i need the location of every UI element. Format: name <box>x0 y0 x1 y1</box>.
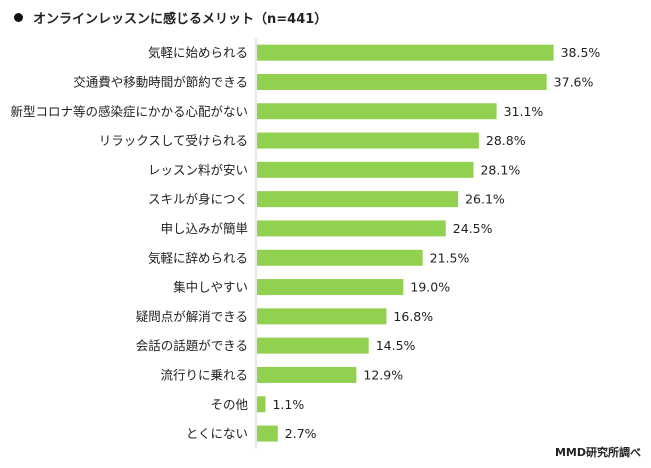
bar <box>257 161 474 178</box>
bar <box>257 366 357 383</box>
category-label: その他 <box>210 397 248 412</box>
category-label: 会話の話題ができる <box>136 338 248 353</box>
bar <box>257 220 446 237</box>
bar <box>257 191 459 208</box>
bar <box>257 44 554 61</box>
category-label: 気軽に始められる <box>148 45 248 60</box>
data-label: 19.0% <box>410 280 450 295</box>
bar <box>257 103 497 120</box>
category-label: 交通費や移動時間が節約できる <box>73 74 248 89</box>
category-label: スキルが身につく <box>148 192 248 207</box>
data-label: 28.8% <box>486 133 526 148</box>
data-label: 16.8% <box>393 309 433 324</box>
data-label: 2.7% <box>285 426 317 441</box>
bar <box>257 396 266 413</box>
data-label: 37.6% <box>554 74 594 89</box>
data-label: 1.1% <box>272 397 304 412</box>
data-label: 26.1% <box>465 192 505 207</box>
bar <box>257 425 278 442</box>
category-label: 集中しやすい <box>173 280 248 295</box>
chart-title: オンラインレッスンに感じるメリット（n=441） <box>14 8 327 27</box>
category-label: 気軽に辞められる <box>148 250 248 265</box>
bar <box>257 279 404 296</box>
data-label: 28.1% <box>480 162 520 177</box>
bar <box>257 132 479 149</box>
data-label: 24.5% <box>453 221 493 236</box>
category-label: とくにない <box>186 426 248 441</box>
data-label: 31.1% <box>504 104 544 119</box>
data-label: 21.5% <box>430 250 470 265</box>
bar <box>257 249 423 266</box>
chart-title-text: オンラインレッスンに感じるメリット（n=441） <box>33 12 328 27</box>
category-label: 疑問点が解消できる <box>136 309 248 324</box>
category-label: 新型コロナ等の感染症にかかる心配がない <box>10 104 248 119</box>
category-label: リラックスして受けられる <box>99 133 248 148</box>
category-label: 申し込みが簡単 <box>160 221 248 236</box>
data-label: 14.5% <box>376 338 416 353</box>
data-label: 12.9% <box>363 367 403 382</box>
bar <box>257 308 387 325</box>
bullet-icon <box>14 13 23 22</box>
category-label: レッスン料が安い <box>148 162 248 177</box>
bar <box>257 73 547 90</box>
category-label: 流行りに乗れる <box>160 367 248 382</box>
source-note: MMD研究所調べ <box>554 446 641 459</box>
data-label: 38.5% <box>561 45 601 60</box>
bar <box>257 337 369 354</box>
